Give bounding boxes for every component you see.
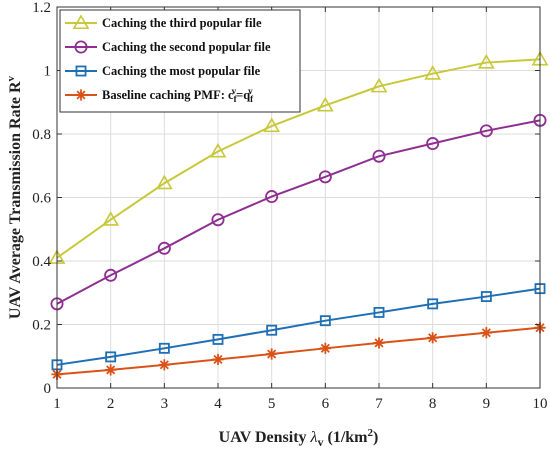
legend-label-second: Caching the second popular file — [102, 40, 271, 54]
x-tick-label: 2 — [107, 396, 115, 412]
series-layer — [48, 50, 549, 380]
data-point-most-popular — [105, 351, 117, 363]
y-tick-label: 0.6 — [32, 191, 51, 207]
data-point-most-popular — [373, 306, 385, 318]
data-point-second-popular — [157, 241, 171, 255]
data-point-baseline — [105, 364, 117, 376]
axis-ticks: 1 2 3 4 5 6 7 8 9 10 0 0.2 0.4 0.6 0.8 1 1.2 — [32, 0, 547, 412]
data-point-baseline — [480, 327, 492, 339]
x-tick-label: 7 — [375, 396, 383, 412]
legend-marker-third-popular — [72, 14, 90, 30]
series-line-most-popular — [56, 287, 541, 366]
series-line-third-popular — [56, 58, 541, 259]
legend-marker-baseline — [75, 89, 87, 101]
x-tick-label: 1 — [53, 396, 61, 412]
data-point-second-popular — [265, 190, 279, 204]
legend-label-third: Caching the third popular file — [102, 16, 262, 30]
x-tick-label: 5 — [268, 396, 276, 412]
y-tick-label: 1.2 — [32, 0, 51, 16]
data-point-most-popular — [212, 333, 224, 345]
data-point-third-popular — [370, 77, 388, 93]
data-point-baseline — [373, 337, 385, 349]
data-point-most-popular — [158, 342, 170, 354]
data-point-baseline — [266, 348, 278, 360]
legend-marker-second-popular — [74, 40, 88, 54]
data-point-third-popular — [263, 117, 281, 133]
data-point-baseline — [427, 332, 439, 344]
data-point-second-popular — [211, 213, 225, 227]
data-point-second-popular — [104, 268, 118, 282]
y-axis-title: UAV Average Transmission Rate Rv — [5, 75, 24, 319]
y-tick-label: 1 — [44, 64, 52, 80]
y-tick-label: 0.4 — [32, 254, 51, 270]
x-axis-title: UAV Density λv (1/km2) — [219, 427, 379, 449]
data-point-baseline — [319, 342, 331, 354]
series-line-baseline — [56, 326, 541, 376]
series-line-second-popular — [56, 119, 541, 305]
x-tick-label: 9 — [483, 396, 491, 412]
y-tick-label: 0.8 — [32, 127, 51, 143]
y-tick-label: 0.2 — [32, 318, 51, 334]
legend: Caching the third popular file Caching t… — [59, 9, 301, 113]
data-point-second-popular — [372, 149, 386, 163]
data-point-third-popular — [424, 65, 442, 80]
x-tick-label: 8 — [429, 396, 437, 412]
legend-marker-most-popular — [75, 65, 87, 77]
data-point-most-popular — [427, 298, 439, 310]
data-point-baseline — [158, 359, 170, 371]
legend-box — [59, 9, 301, 113]
legend-symbols — [65, 14, 97, 101]
data-point-third-popular — [477, 53, 495, 69]
data-point-second-popular — [479, 124, 493, 138]
data-point-most-popular — [266, 324, 278, 336]
y-tick-label: 0 — [44, 381, 52, 397]
data-point-third-popular — [209, 142, 227, 158]
x-tick-label: 10 — [533, 396, 548, 412]
x-tick-label: 3 — [161, 396, 169, 412]
x-tick-label: 6 — [322, 396, 330, 412]
data-point-second-popular — [318, 170, 332, 184]
data-point-third-popular — [316, 96, 334, 112]
data-point-most-popular — [319, 315, 331, 327]
data-point-third-popular — [102, 211, 120, 226]
data-point-most-popular — [480, 291, 492, 303]
legend-label-baseline: Baseline caching PMF: cfv=qfv — [102, 86, 254, 104]
legend-label-most: Caching the most popular file — [102, 64, 261, 78]
data-point-baseline — [212, 353, 224, 366]
x-tick-label: 4 — [214, 396, 222, 412]
data-point-third-popular — [155, 174, 173, 190]
data-point-second-popular — [426, 137, 440, 151]
